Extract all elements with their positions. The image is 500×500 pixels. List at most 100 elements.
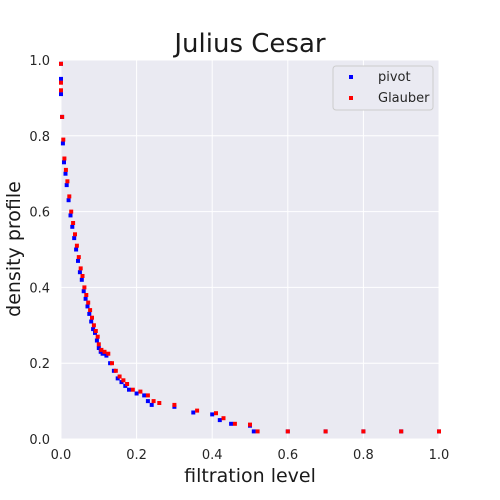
data-point-glauber	[172, 402, 177, 407]
plot-background	[61, 60, 439, 439]
legend-box	[332, 65, 434, 111]
data-point-glauber	[67, 194, 72, 199]
data-point-pivot	[191, 410, 196, 415]
y-axis-label: density profile	[3, 181, 25, 317]
data-point-glauber	[59, 80, 63, 85]
data-point-glauber	[121, 378, 126, 383]
tick-labels: 0.0 0.2 0.4 0.6 0.8 1.0 0.0 0.2 0.4 0.6 0.8 1.0	[29, 54, 449, 463]
data-point-glauber	[323, 429, 328, 434]
y-tick-label: 0.0	[29, 433, 50, 448]
data-point-glauber	[214, 411, 218, 416]
data-point-glauber	[65, 179, 70, 184]
y-tick-label: 0.8	[29, 130, 50, 145]
data-point-glauber	[106, 351, 111, 356]
data-point-pivot	[79, 277, 84, 282]
x-tick-label: 0.2	[126, 448, 147, 463]
data-point-pivot	[229, 421, 234, 426]
data-point-glauber	[78, 266, 83, 271]
legend: pivot Glauber	[332, 65, 434, 111]
data-point-glauber	[73, 232, 77, 237]
data-point-glauber	[80, 274, 85, 278]
x-tick-label: 0.0	[51, 448, 72, 463]
x-tick-label: 0.8	[353, 448, 374, 463]
data-point-pivot	[72, 236, 77, 241]
y-tick-label: 0.2	[29, 357, 50, 372]
data-point-glauber	[88, 308, 93, 313]
data-point-glauber	[221, 416, 226, 421]
data-point-pivot	[59, 92, 63, 97]
data-point-pivot	[149, 402, 154, 407]
x-tick-label: 1.0	[429, 448, 450, 463]
x-tick-label: 0.6	[277, 448, 298, 463]
data-point-glauber	[195, 408, 200, 413]
data-point-glauber	[59, 88, 63, 93]
legend-label-pivot: pivot	[378, 70, 411, 85]
series-glauber	[59, 61, 441, 434]
data-point-glauber	[99, 347, 104, 352]
data-point-glauber	[82, 285, 87, 290]
data-point-glauber	[71, 221, 76, 225]
data-point-glauber	[248, 422, 252, 427]
data-point-pivot	[77, 270, 82, 275]
legend-marker-pivot	[349, 75, 353, 79]
data-points	[59, 61, 441, 434]
data-point-pivot	[217, 418, 222, 423]
legend-label-glauber: Glauber	[378, 91, 430, 106]
grid	[60, 59, 440, 440]
data-point-glauber	[232, 421, 237, 426]
data-point-pivot	[142, 393, 147, 398]
data-point-pivot	[145, 399, 150, 404]
data-point-pivot	[96, 346, 101, 350]
data-point-glauber	[93, 329, 98, 333]
data-point-glauber	[69, 209, 74, 214]
data-point-pivot	[94, 338, 99, 343]
data-point-glauber	[74, 243, 79, 248]
y-tick-label: 0.6	[29, 206, 50, 221]
data-point-pivot	[76, 258, 80, 263]
data-point-glauber	[86, 300, 91, 305]
data-point-pivot	[63, 171, 68, 176]
data-point-glauber	[96, 342, 101, 347]
data-point-glauber	[63, 167, 68, 172]
data-point-glauber	[102, 349, 107, 354]
data-point-pivot	[70, 224, 75, 229]
data-point-pivot	[64, 183, 69, 188]
data-point-pivot	[89, 319, 94, 324]
data-point-pivot	[62, 160, 66, 165]
data-point-pivot	[74, 247, 79, 252]
x-tick-label: 0.4	[202, 448, 223, 463]
data-point-glauber	[130, 387, 135, 392]
data-point-glauber	[157, 401, 162, 405]
data-point-glauber	[61, 137, 66, 142]
data-point-pivot	[68, 213, 73, 218]
data-point-glauber	[76, 255, 81, 260]
data-point-glauber	[84, 293, 89, 297]
data-point-pivot	[87, 311, 92, 316]
data-point-glauber	[285, 429, 290, 434]
data-point-glauber	[110, 361, 114, 366]
data-point-glauber	[437, 429, 441, 434]
data-point-pivot	[251, 429, 256, 434]
data-point-pivot	[210, 412, 215, 417]
data-point-glauber	[90, 315, 94, 320]
data-point-glauber	[59, 61, 63, 66]
data-point-glauber	[399, 429, 404, 434]
data-point-pivot	[60, 141, 65, 146]
data-point-glauber	[95, 334, 100, 339]
data-point-pivot	[134, 391, 139, 396]
data-point-glauber	[151, 399, 156, 404]
x-axis-label: filtration level	[184, 465, 316, 487]
y-tick-label: 1.0	[29, 54, 50, 69]
data-point-glauber	[361, 429, 366, 434]
data-point-pivot	[127, 387, 131, 392]
data-point-glauber	[60, 114, 65, 119]
data-point-glauber	[117, 374, 122, 379]
data-point-glauber	[138, 389, 143, 394]
legend-marker-glauber	[349, 96, 353, 100]
data-point-pivot	[83, 296, 88, 301]
data-point-glauber	[62, 156, 67, 161]
chart-title: Julius Cesar	[172, 29, 326, 59]
data-point-glauber	[255, 429, 260, 434]
data-point-glauber	[145, 393, 150, 398]
